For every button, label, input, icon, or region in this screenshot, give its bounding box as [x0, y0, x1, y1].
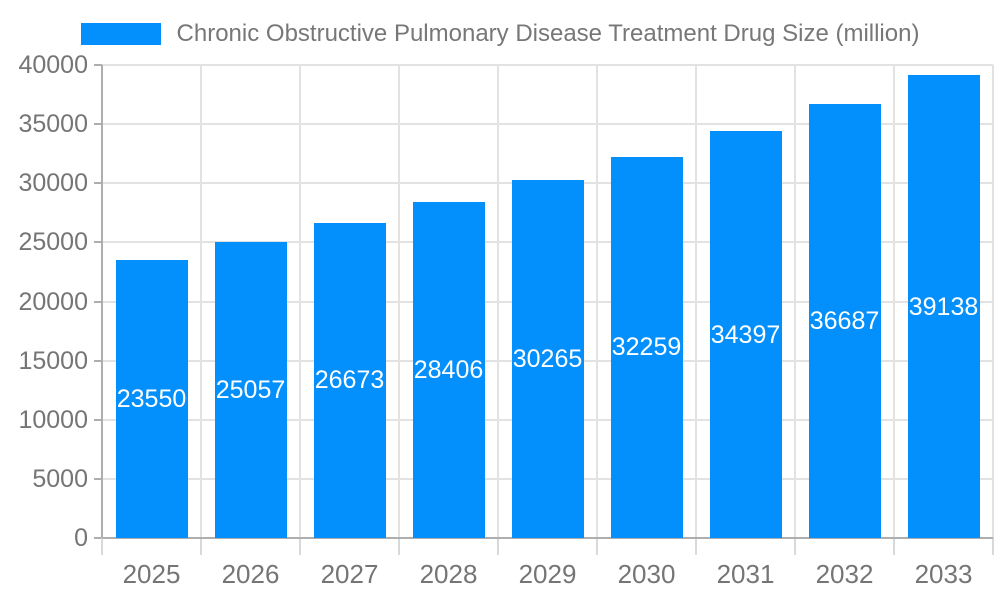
bar[interactable]	[313, 222, 386, 538]
y-axis-tick	[94, 300, 102, 303]
x-axis-tick	[893, 538, 895, 555]
y-axis-line	[101, 65, 103, 538]
x-axis-tick	[299, 538, 301, 555]
bar-value-label: 32259	[611, 333, 682, 362]
legend-swatch[interactable]	[80, 23, 161, 45]
y-tick-label: 25000	[18, 228, 88, 257]
x-tick-label: 2025	[122, 559, 181, 589]
bar[interactable]	[115, 259, 188, 538]
bar-value-label: 25057	[215, 375, 286, 404]
gridline-vertical	[200, 65, 202, 538]
bar[interactable]	[709, 131, 782, 538]
x-axis-tick	[695, 538, 697, 555]
y-axis-tick	[94, 359, 102, 362]
x-tick-label: 2032	[815, 559, 874, 589]
x-axis-tick	[794, 538, 796, 555]
bar-value-label: 39138	[908, 292, 979, 321]
y-tick-label: 20000	[18, 287, 88, 316]
gridline-vertical	[398, 65, 400, 538]
y-tick-label: 30000	[18, 169, 88, 198]
gridline-horizontal	[102, 123, 993, 126]
gridline-vertical	[695, 65, 697, 538]
bar-value-label: 36687	[809, 307, 880, 336]
x-axis-tick	[101, 538, 103, 555]
gridline-vertical	[794, 65, 796, 538]
y-tick-label: 15000	[18, 346, 88, 375]
x-axis-tick	[200, 538, 202, 555]
y-tick-label: 10000	[18, 405, 88, 434]
x-axis-tick	[497, 538, 499, 555]
chart-title: Chronic Obstructive Pulmonary Disease Tr…	[176, 20, 920, 47]
y-axis-tick	[94, 241, 102, 244]
y-axis-tick	[94, 182, 102, 185]
y-tick-label: 5000	[32, 464, 88, 493]
y-axis-tick	[94, 64, 102, 66]
gridline-vertical	[893, 65, 895, 538]
x-tick-label: 2028	[419, 559, 478, 589]
gridline-vertical	[299, 65, 301, 538]
bar[interactable]	[808, 104, 881, 538]
bar-value-label: 34397	[710, 320, 781, 349]
bar[interactable]	[412, 202, 485, 538]
bar[interactable]	[907, 75, 980, 538]
x-tick-label: 2033	[914, 559, 973, 589]
x-tick-label: 2029	[518, 559, 577, 589]
bar[interactable]	[511, 180, 584, 538]
x-tick-label: 2027	[320, 559, 379, 589]
x-tick-label: 2026	[221, 559, 280, 589]
y-tick-label: 0	[74, 524, 88, 552]
y-axis-tick	[94, 123, 102, 126]
gridline-vertical	[992, 65, 994, 538]
bar[interactable]	[610, 156, 683, 538]
y-axis-tick	[94, 537, 102, 539]
y-tick-label: 40000	[18, 51, 88, 79]
y-axis-tick	[94, 477, 102, 480]
bar[interactable]	[214, 241, 287, 538]
x-axis-line	[102, 537, 993, 539]
bar-value-label: 28406	[413, 356, 484, 385]
gridline-vertical	[596, 65, 598, 538]
x-tick-label: 2030	[617, 559, 676, 589]
bar-value-label: 26673	[314, 366, 385, 395]
legend[interactable]: Chronic Obstructive Pulmonary Disease Tr…	[0, 20, 1000, 48]
gridline-horizontal	[102, 64, 993, 66]
gridline-vertical	[497, 65, 499, 538]
bar-value-label: 23550	[116, 384, 187, 413]
x-axis-tick	[398, 538, 400, 555]
x-axis-tick	[596, 538, 598, 555]
x-tick-label: 2031	[716, 559, 775, 589]
y-tick-label: 35000	[18, 110, 88, 139]
bar-value-label: 30265	[512, 345, 583, 374]
x-axis-tick	[992, 538, 994, 555]
y-axis-tick	[94, 418, 102, 421]
